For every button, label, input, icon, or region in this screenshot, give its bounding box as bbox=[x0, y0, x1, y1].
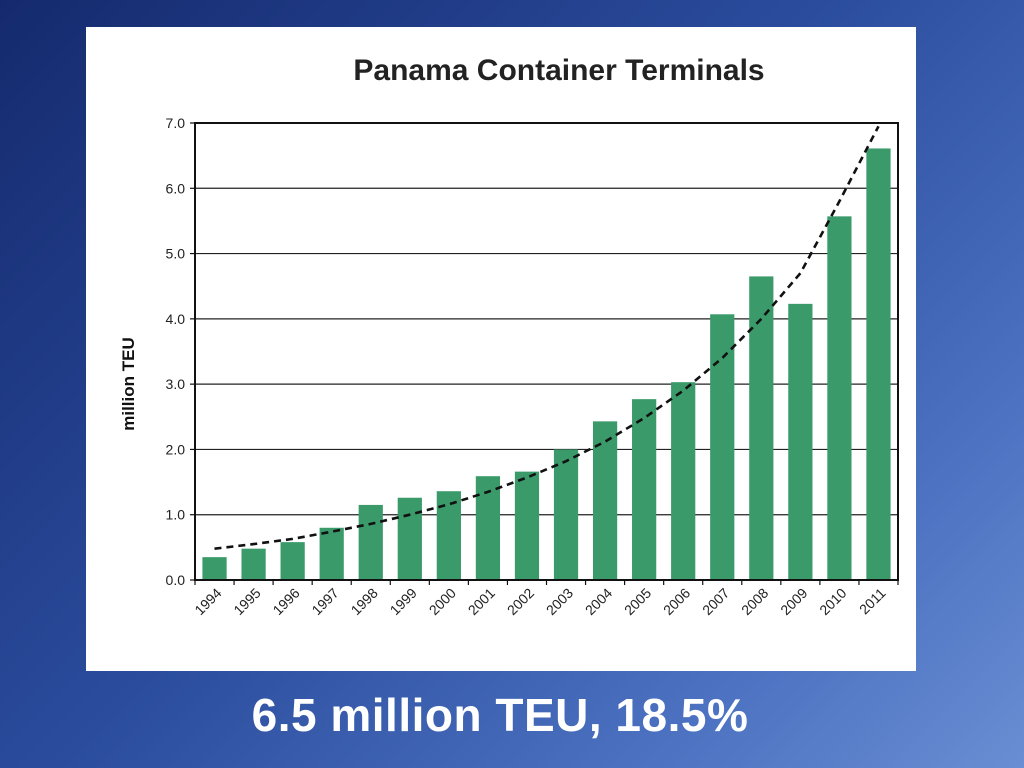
bar-1995 bbox=[241, 548, 266, 580]
y-tick-label: 6.0 bbox=[166, 180, 186, 196]
bar-1994 bbox=[202, 557, 227, 580]
bar-2007 bbox=[710, 314, 735, 580]
y-tick-label: 1.0 bbox=[166, 507, 186, 523]
x-tick-label: 2008 bbox=[738, 585, 771, 618]
bar-1998 bbox=[358, 504, 383, 580]
y-axis-title: million TEU bbox=[119, 337, 138, 431]
trendline bbox=[214, 125, 880, 550]
x-tick-labels: 1994 1995 1996 1997 1998 1999 2000 2001 2002 2003… bbox=[191, 585, 888, 618]
y-tick-label: 3.0 bbox=[166, 376, 186, 392]
x-tick-label: 2001 bbox=[465, 585, 498, 618]
bar-2010 bbox=[827, 216, 852, 580]
bar-2000 bbox=[436, 491, 461, 580]
bar-2009 bbox=[788, 303, 813, 580]
x-tick-label: 2009 bbox=[777, 585, 810, 618]
bar-1997 bbox=[319, 527, 344, 580]
y-tick-labels: 0.0 1.0 2.0 3.0 4.0 5.0 6.0 7.0 bbox=[166, 115, 186, 588]
x-tick-label: 1999 bbox=[387, 585, 420, 618]
x-tick-label: 2011 bbox=[856, 585, 889, 618]
bar-chart: Panama Container Terminals 0.0 1.0 2.0 3.0 4… bbox=[119, 54, 899, 618]
y-tick-label: 4.0 bbox=[166, 311, 186, 327]
bar-2001 bbox=[475, 476, 501, 580]
bar-2003 bbox=[553, 449, 579, 580]
chart-title: Panama Container Terminals bbox=[353, 54, 764, 87]
x-tick-label: 2000 bbox=[426, 585, 459, 618]
bar-2005 bbox=[632, 399, 657, 580]
bar-1999 bbox=[397, 497, 422, 580]
x-tick-label: 1998 bbox=[348, 585, 381, 618]
bar-2006 bbox=[671, 382, 696, 580]
y-tick-label: 7.0 bbox=[166, 115, 186, 131]
x-tick-label: 2006 bbox=[660, 585, 693, 618]
trendline-layer bbox=[214, 125, 880, 550]
x-tick-label: 1996 bbox=[269, 585, 302, 618]
x-tick-label: 2002 bbox=[504, 585, 537, 618]
bar-2008 bbox=[749, 276, 774, 580]
bar-2004 bbox=[592, 421, 618, 580]
x-tick-label: 2005 bbox=[621, 585, 654, 618]
axes bbox=[190, 122, 899, 585]
x-tick-label: 2004 bbox=[582, 585, 615, 618]
x-tick-label: 1994 bbox=[191, 585, 224, 618]
x-tick-label: 2003 bbox=[543, 585, 576, 618]
bar-1996 bbox=[280, 542, 305, 580]
y-tick-label: 2.0 bbox=[166, 441, 186, 457]
x-tick-label: 1995 bbox=[230, 585, 263, 618]
y-tick-label: 0.0 bbox=[166, 572, 186, 588]
bar-2011 bbox=[866, 148, 891, 580]
chart-panel: Panama Container Terminals 0.0 1.0 2.0 3.0 4… bbox=[86, 27, 916, 671]
slide-caption: 6.5 million TEU, 18.5% bbox=[251, 689, 749, 741]
x-tick-label: 2007 bbox=[699, 585, 732, 618]
y-tick-label: 5.0 bbox=[166, 246, 186, 262]
x-tick-label: 2010 bbox=[816, 585, 849, 618]
x-tick-label: 1997 bbox=[308, 585, 341, 618]
bar-2002 bbox=[514, 471, 540, 580]
gridlines bbox=[195, 187, 898, 516]
